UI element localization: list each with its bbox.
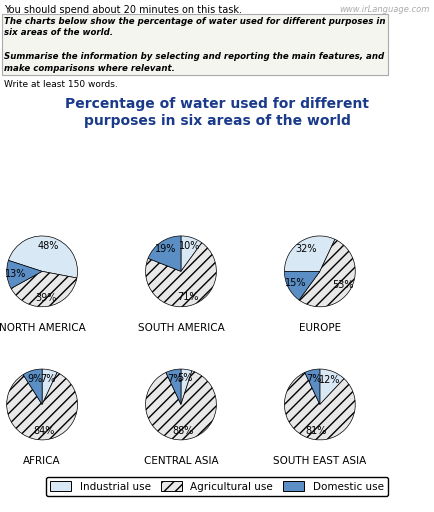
- Text: 7%: 7%: [306, 374, 322, 383]
- Text: 10%: 10%: [178, 241, 200, 251]
- Wedge shape: [7, 372, 78, 440]
- Text: 15%: 15%: [286, 279, 307, 288]
- Wedge shape: [148, 236, 181, 271]
- Text: AFRICA: AFRICA: [23, 456, 61, 466]
- Wedge shape: [299, 239, 355, 307]
- Text: 88%: 88%: [172, 426, 193, 436]
- Wedge shape: [145, 371, 217, 440]
- Wedge shape: [11, 271, 77, 307]
- Wedge shape: [284, 372, 355, 440]
- Text: You should spend about 20 minutes on this task.: You should spend about 20 minutes on thi…: [4, 5, 242, 15]
- Wedge shape: [166, 369, 181, 404]
- Text: 84%: 84%: [33, 426, 54, 436]
- Text: EUROPE: EUROPE: [299, 323, 341, 333]
- Text: The charts below show the percentage of water used for different purposes in
six: The charts below show the percentage of …: [4, 16, 386, 73]
- Wedge shape: [284, 236, 335, 271]
- Text: SOUTH AMERICA: SOUTH AMERICA: [138, 323, 224, 333]
- Text: Percentage of water used for different
purposes in six areas of the world: Percentage of water used for different p…: [65, 97, 369, 128]
- Text: 12%: 12%: [319, 375, 340, 385]
- Text: 7%: 7%: [40, 374, 56, 383]
- Wedge shape: [145, 243, 217, 307]
- Wedge shape: [42, 369, 57, 404]
- Text: 13%: 13%: [5, 269, 26, 279]
- Text: SOUTH EAST ASIA: SOUTH EAST ASIA: [273, 456, 366, 466]
- Text: 71%: 71%: [178, 292, 199, 302]
- Text: Write at least 150 words.: Write at least 150 words.: [4, 80, 118, 90]
- Text: 48%: 48%: [38, 241, 59, 251]
- Legend: Industrial use, Agricultural use, Domestic use: Industrial use, Agricultural use, Domest…: [46, 477, 388, 496]
- Wedge shape: [181, 236, 202, 271]
- Text: CENTRAL ASIA: CENTRAL ASIA: [144, 456, 218, 466]
- Text: 7%: 7%: [168, 374, 183, 383]
- Text: 39%: 39%: [36, 292, 57, 303]
- Text: www.irLanguage.com: www.irLanguage.com: [339, 5, 430, 14]
- Text: 5%: 5%: [178, 373, 193, 383]
- Text: 53%: 53%: [332, 280, 353, 290]
- Text: 81%: 81%: [305, 425, 326, 436]
- Wedge shape: [7, 261, 42, 288]
- Wedge shape: [320, 369, 344, 404]
- Text: 32%: 32%: [295, 244, 316, 254]
- Text: 19%: 19%: [155, 244, 177, 254]
- Wedge shape: [305, 369, 320, 404]
- Wedge shape: [181, 369, 192, 404]
- Wedge shape: [23, 369, 42, 404]
- Wedge shape: [8, 236, 78, 278]
- Text: 9%: 9%: [27, 374, 42, 384]
- Text: NORTH AMERICA: NORTH AMERICA: [0, 323, 85, 333]
- Wedge shape: [284, 271, 320, 300]
